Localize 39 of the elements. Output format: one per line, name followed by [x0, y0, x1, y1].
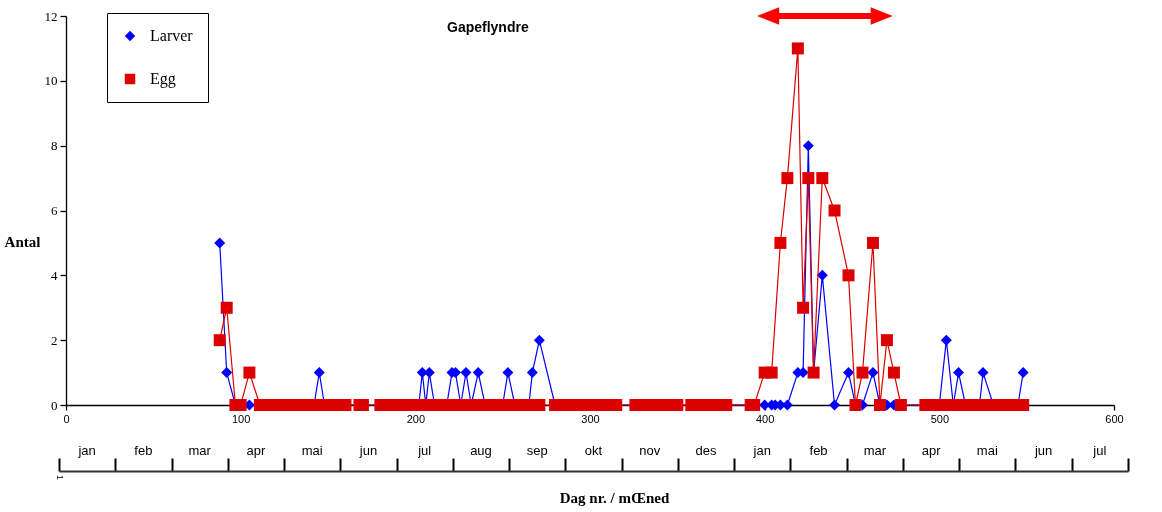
y-tick-label: 6 — [51, 203, 58, 218]
text: 1 — [55, 475, 65, 481]
text: mar — [863, 443, 887, 458]
y-axis-title: Antal — [4, 233, 41, 250]
x-tick-label: 0 — [63, 412, 70, 425]
y-tick-label: 0 — [51, 397, 58, 413]
text: jun — [358, 443, 378, 458]
text: apr — [921, 443, 942, 458]
chart-title: Gapeflyndre — [447, 19, 529, 35]
text: mai — [301, 443, 323, 458]
legend-label: Egg — [150, 70, 176, 88]
y-tick-label: 4 — [51, 267, 58, 283]
legend-label: Larver — [150, 27, 194, 44]
text: jan — [752, 443, 771, 458]
text: okt — [584, 443, 603, 458]
text: jun — [1033, 443, 1053, 458]
text: feb — [809, 443, 828, 458]
text: jul — [1092, 443, 1107, 458]
x-tick-label: 100 — [231, 412, 251, 425]
x-tick-label: 400 — [755, 412, 775, 425]
text: apr — [246, 443, 266, 458]
y-tick-label: 8 — [51, 138, 58, 154]
text: mai — [976, 443, 998, 458]
text: jan — [77, 443, 96, 458]
x-tick-label: 300 — [581, 412, 600, 425]
text: jul — [417, 443, 432, 458]
y-tick-label: 2 — [51, 332, 58, 348]
text: nov — [639, 443, 661, 458]
x-tick-label: 500 — [930, 412, 950, 425]
text: sep — [526, 443, 548, 458]
x-axis-title: Dag nr. / mŒned — [559, 489, 670, 506]
x-tick-label: 600 — [1105, 412, 1124, 425]
y-tick-label: 12 — [44, 8, 58, 24]
x-tick-label: 200 — [406, 412, 426, 425]
text: mar — [188, 443, 212, 458]
text: des — [695, 443, 717, 458]
text: feb — [134, 443, 153, 458]
text: aug — [470, 443, 492, 458]
y-tick-label: 10 — [44, 73, 58, 89]
